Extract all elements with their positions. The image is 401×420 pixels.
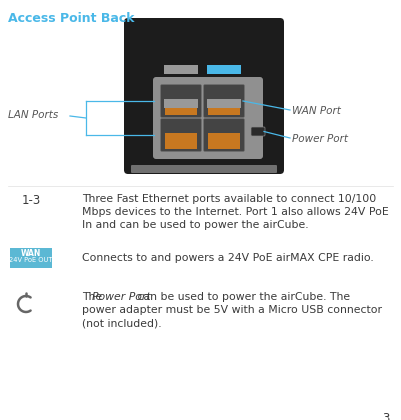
Bar bbox=[10, 248, 52, 268]
FancyBboxPatch shape bbox=[153, 77, 263, 159]
Text: can be used to power the airCube. The: can be used to power the airCube. The bbox=[134, 292, 350, 302]
Text: Access Point Back: Access Point Back bbox=[8, 12, 134, 25]
Bar bbox=[165, 99, 197, 115]
Bar bbox=[164, 99, 198, 108]
FancyBboxPatch shape bbox=[251, 127, 265, 136]
Text: Connects to and powers a 24V PoE airMAX CPE radio.: Connects to and powers a 24V PoE airMAX … bbox=[82, 253, 374, 263]
Bar bbox=[208, 133, 240, 149]
Bar bbox=[165, 133, 197, 149]
Text: WAN Port: WAN Port bbox=[292, 106, 341, 116]
Text: In and can be used to power the airCube.: In and can be used to power the airCube. bbox=[82, 220, 309, 230]
FancyBboxPatch shape bbox=[160, 84, 201, 118]
Text: 1-3: 1-3 bbox=[22, 194, 41, 207]
Text: Power Port: Power Port bbox=[292, 134, 348, 144]
Text: The: The bbox=[82, 292, 105, 302]
FancyBboxPatch shape bbox=[124, 18, 284, 174]
Text: WAN: WAN bbox=[21, 249, 41, 258]
Text: (not included).: (not included). bbox=[82, 318, 162, 328]
Text: Mbps devices to the Internet. Port 1 also allows 24V PoE: Mbps devices to the Internet. Port 1 als… bbox=[82, 207, 389, 217]
Bar bbox=[208, 99, 240, 115]
FancyBboxPatch shape bbox=[203, 118, 245, 152]
FancyBboxPatch shape bbox=[131, 165, 277, 173]
Text: Three Fast Ethernet ports available to connect 10/100: Three Fast Ethernet ports available to c… bbox=[82, 194, 376, 204]
Text: 24V PoE OUT: 24V PoE OUT bbox=[9, 257, 53, 263]
Text: LAN Ports: LAN Ports bbox=[8, 110, 58, 120]
FancyBboxPatch shape bbox=[203, 84, 245, 118]
Bar bbox=[207, 99, 241, 108]
Text: Power Port: Power Port bbox=[92, 292, 151, 302]
Text: 3: 3 bbox=[383, 412, 390, 420]
Text: power adapter must be 5V with a Micro USB connector: power adapter must be 5V with a Micro US… bbox=[82, 305, 382, 315]
FancyBboxPatch shape bbox=[160, 118, 201, 152]
Bar bbox=[207, 65, 241, 74]
Bar bbox=[164, 65, 198, 74]
